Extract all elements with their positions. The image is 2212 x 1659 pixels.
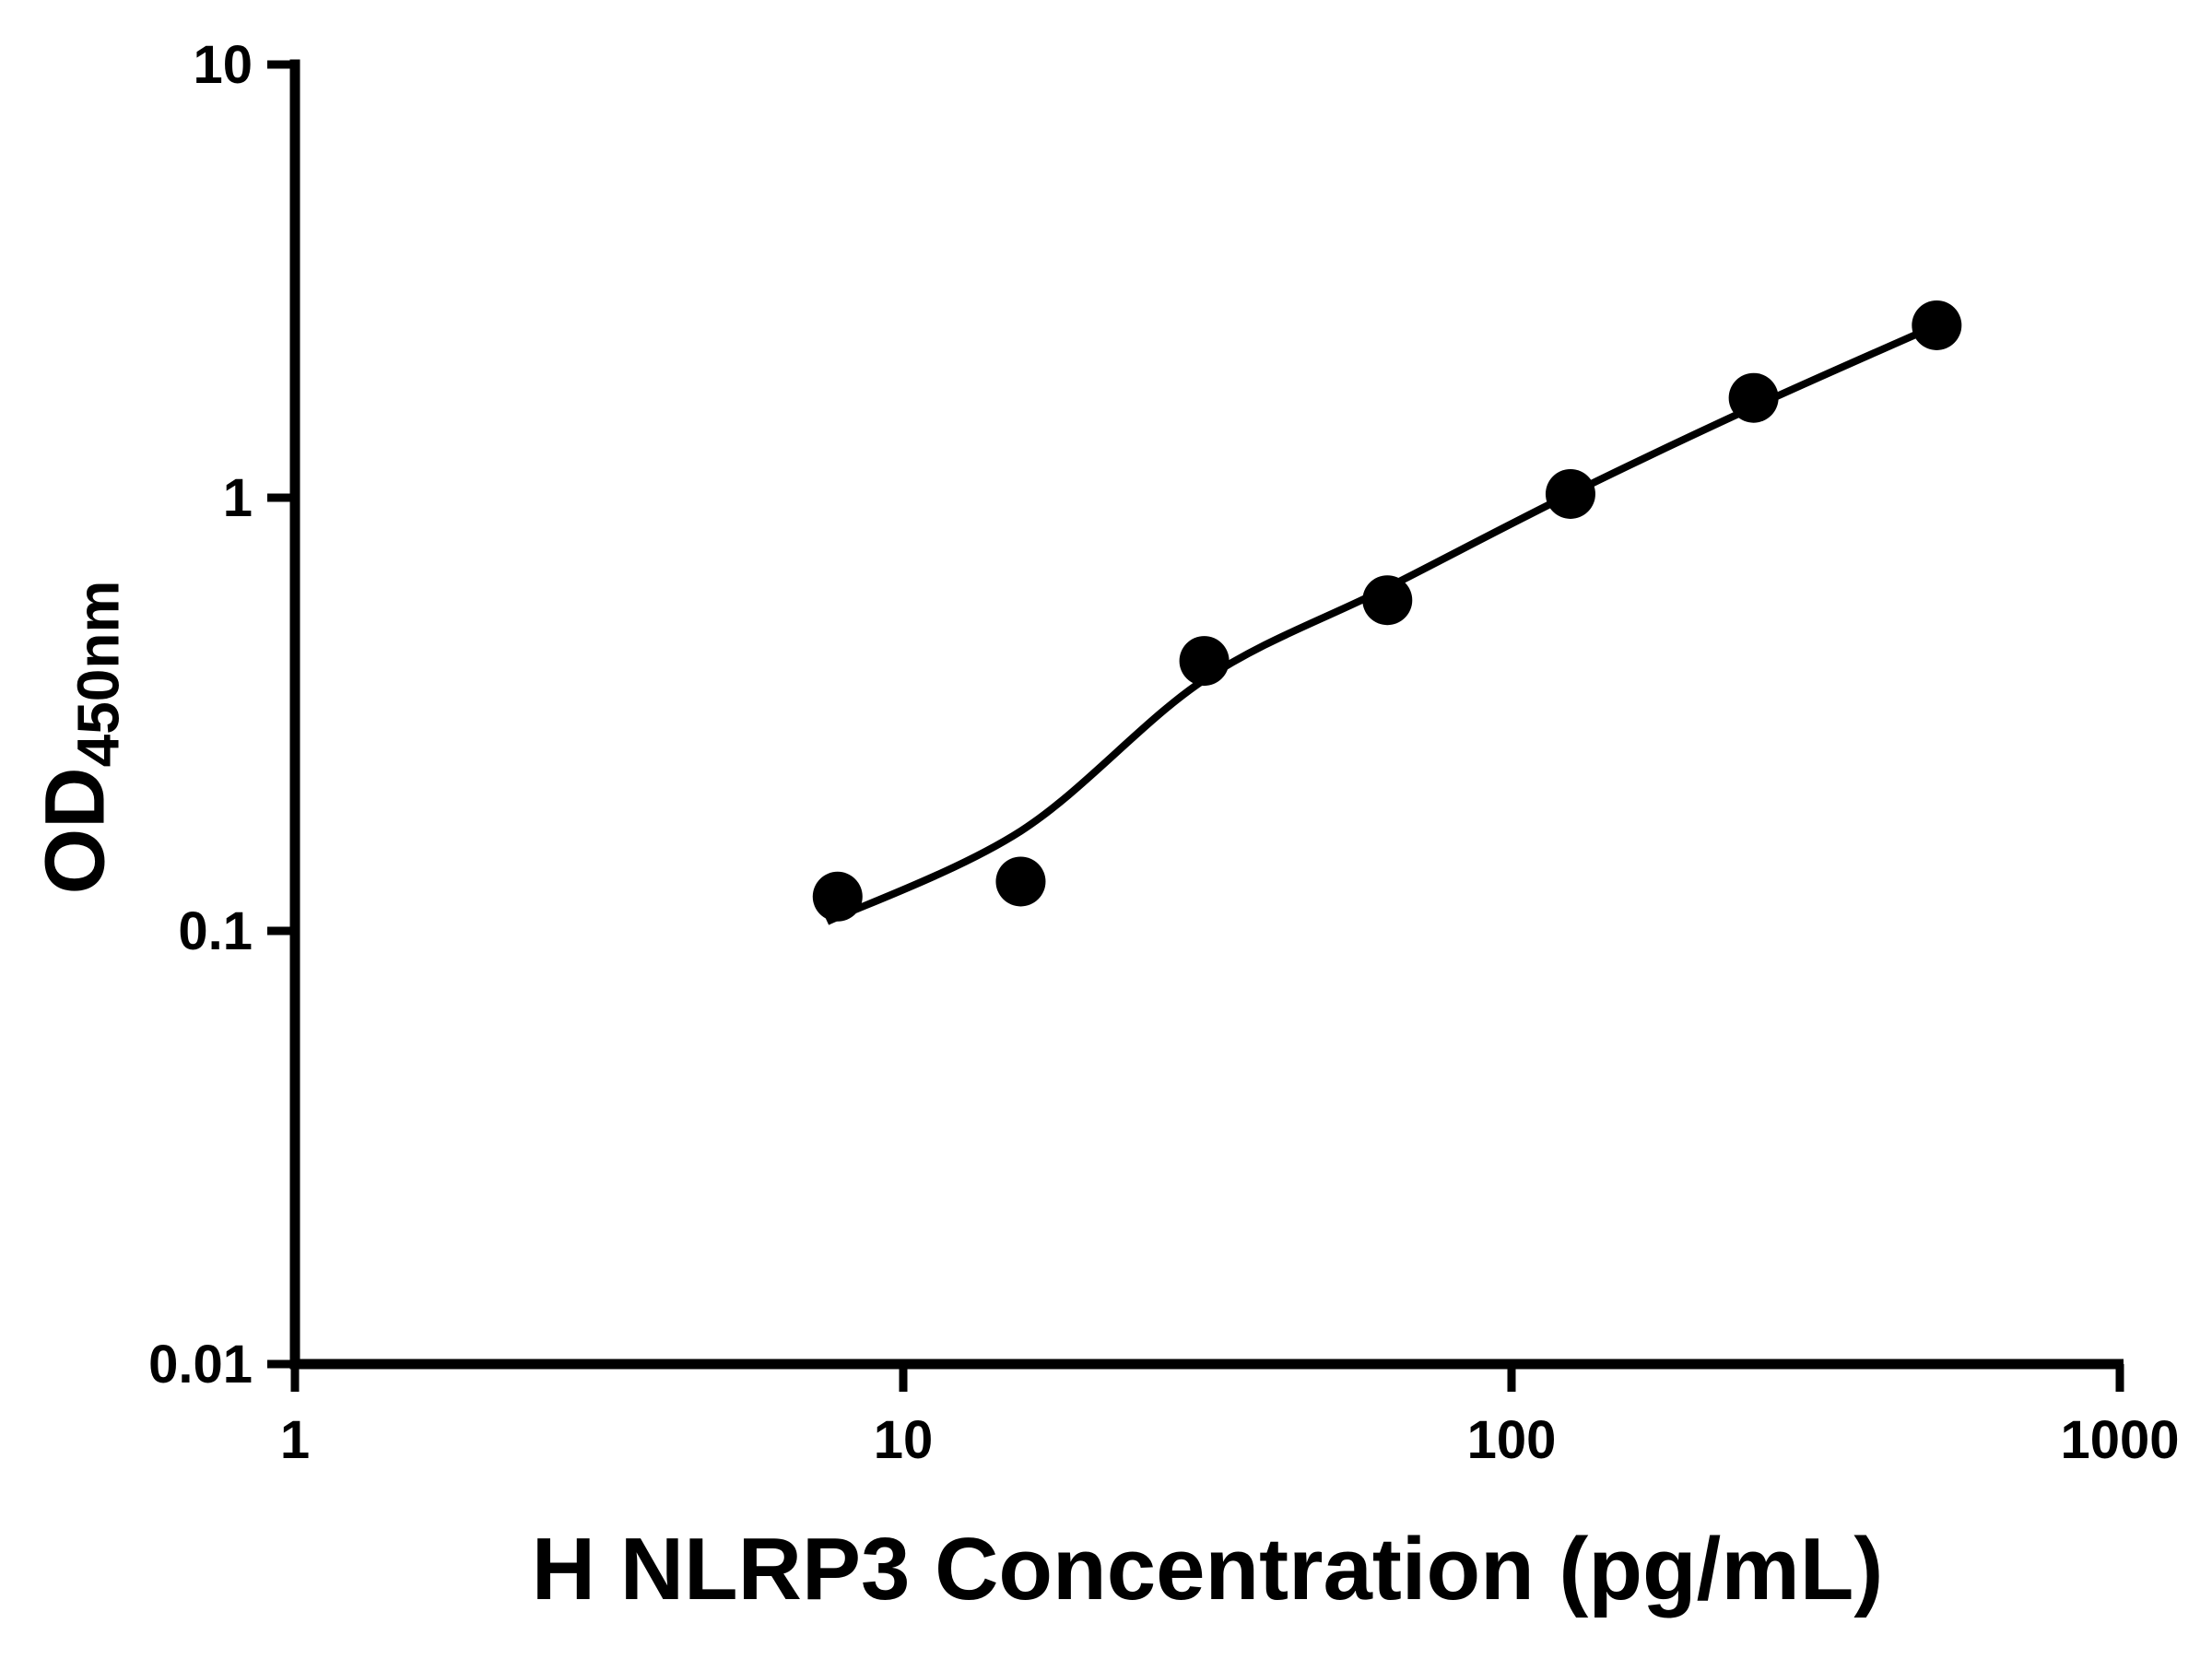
x-tick-label: 1 (280, 1410, 310, 1470)
x-tick-label: 10 (874, 1410, 934, 1470)
data-point (1545, 468, 1595, 519)
y-axis-label: OD450nm (28, 581, 132, 895)
data-point (1912, 300, 1962, 350)
data-point (812, 871, 863, 922)
y-axis-label-main: OD (28, 767, 123, 895)
y-tick-label: 0.01 (148, 1335, 253, 1394)
data-point (1728, 372, 1779, 423)
x-axis-label: H NLRP3 Concentration (pg/mL) (531, 1520, 1884, 1618)
y-tick-label: 0.1 (178, 901, 253, 961)
data-point (995, 856, 1046, 907)
data-point (1362, 575, 1413, 626)
x-tick-label: 100 (1467, 1410, 1557, 1470)
y-axis-label-subscript: 450nm (65, 580, 132, 768)
x-tick-label: 1000 (2060, 1410, 2179, 1470)
y-tick-label: 1 (223, 468, 253, 528)
y-tick-label: 10 (193, 35, 253, 95)
data-point (1179, 636, 1230, 687)
